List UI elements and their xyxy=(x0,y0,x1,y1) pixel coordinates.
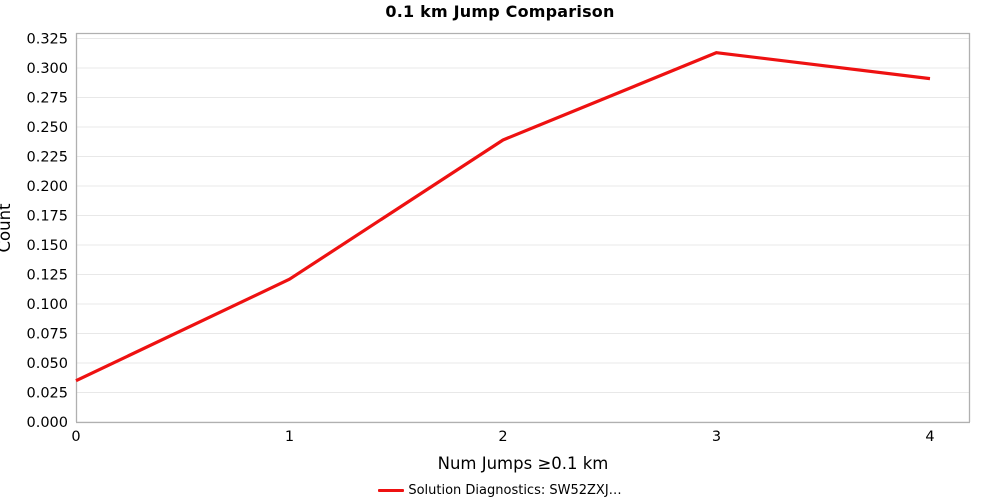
gridlines xyxy=(76,38,970,423)
y-tick-label: 0.075 xyxy=(26,327,68,343)
y-tick-label: 0.300 xyxy=(26,61,68,77)
legend-item[interactable]: Solution Diagnostics: SW52ZXJ… xyxy=(378,483,622,498)
y-tick-label: 0.225 xyxy=(26,150,68,166)
y-tick-label: 0.050 xyxy=(26,356,68,372)
chart-title: 0.1 km Jump Comparison xyxy=(385,2,615,21)
y-tick-label: 0.150 xyxy=(26,238,68,254)
y-axis-tick-labels: 0.000 0.025 0.050 0.075 0.100 0.125 0.15… xyxy=(26,32,68,432)
chart-legend: Solution Diagnostics: SW52ZXJ… xyxy=(0,481,1000,498)
x-axis-tick-labels: 0 1 2 3 4 xyxy=(71,429,934,445)
plot-border xyxy=(75,32,971,424)
x-tick-label: 2 xyxy=(498,429,507,445)
y-tick-label: 0.275 xyxy=(26,91,68,107)
y-axis-title: Count xyxy=(0,203,14,253)
x-tick-label: 4 xyxy=(925,429,934,445)
y-tick-label: 0.100 xyxy=(26,297,68,313)
y-tick-label: 0.250 xyxy=(26,120,68,136)
y-tick-label: 0.175 xyxy=(26,209,68,225)
x-tick-label: 3 xyxy=(712,429,721,445)
y-tick-label: 0.025 xyxy=(26,386,68,402)
data-series-line xyxy=(75,51,931,383)
y-tick-label: 0.125 xyxy=(26,268,68,284)
y-tick-label: 0.000 xyxy=(26,415,68,431)
y-tick-label: 0.200 xyxy=(26,179,68,195)
legend-item-label: Solution Diagnostics: SW52ZXJ… xyxy=(408,483,622,498)
x-tick-label: 0 xyxy=(71,429,80,445)
x-axis-title: Num Jumps ≥0.1 km xyxy=(438,454,609,473)
y-tick-label: 0.325 xyxy=(26,32,68,48)
plot-background xyxy=(76,33,970,422)
x-tick-label: 1 xyxy=(285,429,294,445)
legend-color-swatch-icon xyxy=(378,489,405,492)
